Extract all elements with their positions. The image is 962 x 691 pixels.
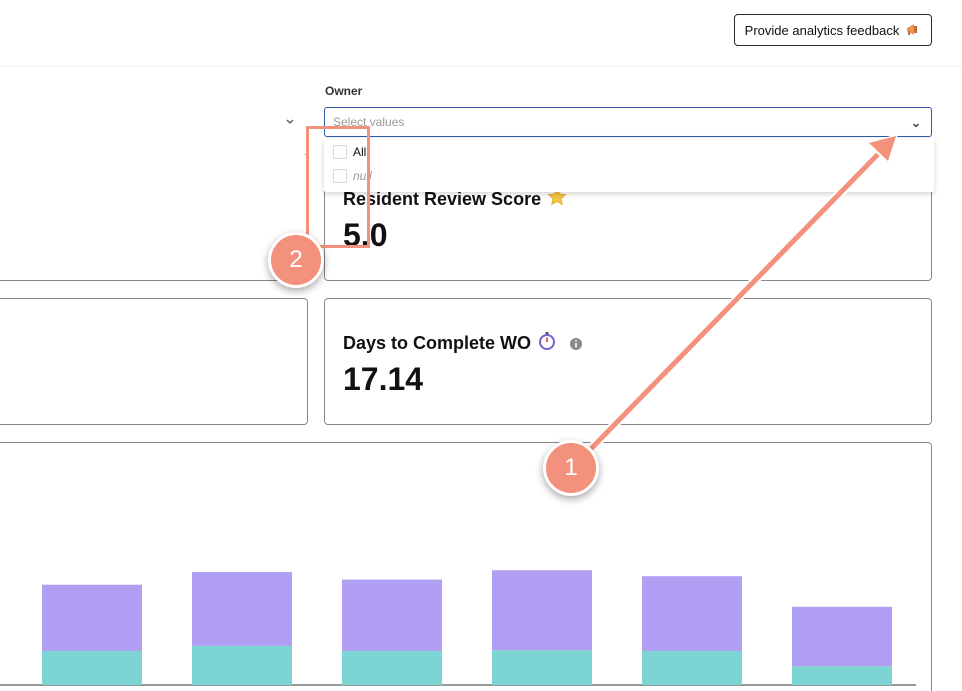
highlight-box <box>306 126 370 248</box>
feedback-label: Provide analytics feedback <box>744 22 900 38</box>
bar-6-segment-2 <box>792 606 892 667</box>
step-badge-1: 1 <box>543 440 599 496</box>
bar-1-segment-2 <box>42 584 142 651</box>
chart-card <box>0 442 932 691</box>
megaphone-icon <box>905 22 921 38</box>
stopwatch-icon <box>537 331 557 356</box>
checkbox[interactable] <box>333 145 347 159</box>
left-metric-card-2 <box>0 298 308 425</box>
days-to-complete-card: Days to Complete WO 17.14 <box>324 298 932 425</box>
owner-select-placeholder: Select values <box>333 115 405 129</box>
provide-feedback-button[interactable]: Provide analytics feedback <box>734 14 932 46</box>
info-icon[interactable] <box>569 337 583 351</box>
step-badge-2: 2 <box>268 232 324 288</box>
bar-2-segment-1 <box>192 645 292 685</box>
bar-5-segment-1 <box>642 651 742 685</box>
bar-3-segment-1 <box>342 651 442 685</box>
days-value: 17.14 <box>343 361 424 397</box>
days-title: Days to Complete WO <box>343 331 583 356</box>
bar-2-segment-2 <box>192 571 292 646</box>
owner-select[interactable]: Select values <box>324 107 932 137</box>
bar-6-segment-1 <box>792 666 892 685</box>
left-select-chevron-icon[interactable] <box>284 114 296 126</box>
bar-3-segment-2 <box>342 579 442 651</box>
bar-4-segment-1 <box>492 650 592 685</box>
review-title-text: Resident Review Score <box>343 189 542 209</box>
bar-5-segment-2 <box>642 576 742 651</box>
days-title-text: Days to Complete WO <box>343 333 532 353</box>
stacked-bar-chart <box>0 570 916 686</box>
header-divider <box>0 66 962 67</box>
review-title: Resident Review Score <box>343 187 567 212</box>
bar-4-segment-2 <box>492 570 592 651</box>
owner-filter-label: Owner <box>325 84 363 98</box>
owner-dropdown-panel: All null <box>324 138 934 192</box>
chevron-down-icon[interactable] <box>911 117 921 128</box>
bar-1-segment-1 <box>42 651 142 685</box>
option-label: All <box>353 145 367 159</box>
checkbox[interactable] <box>333 169 347 183</box>
dropdown-option-all[interactable]: All <box>333 145 366 159</box>
star-icon <box>547 187 567 212</box>
left-metric-card-1 <box>0 154 308 281</box>
